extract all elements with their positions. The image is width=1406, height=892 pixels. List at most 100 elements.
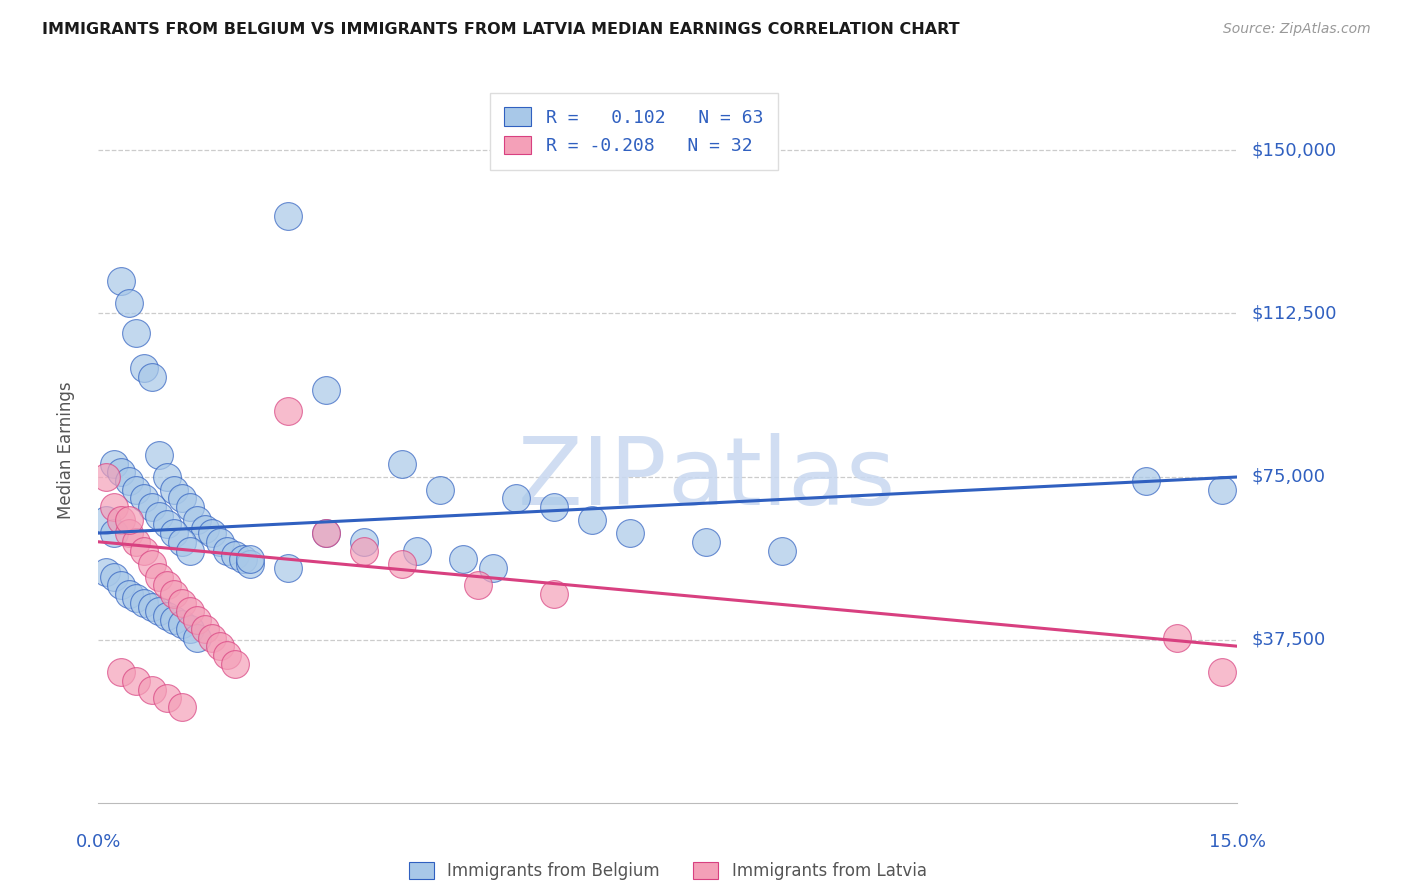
Point xyxy=(94,566,117,580)
Point xyxy=(619,526,641,541)
Point xyxy=(315,383,337,397)
Text: IMMIGRANTS FROM BELGIUM VS IMMIGRANTS FROM LATVIA MEDIAN EARNINGS CORRELATION CH: IMMIGRANTS FROM BELGIUM VS IMMIGRANTS FR… xyxy=(42,22,960,37)
Point xyxy=(148,508,170,523)
Point xyxy=(451,552,474,566)
Point xyxy=(201,526,224,541)
Point xyxy=(179,604,201,618)
Point xyxy=(103,500,125,514)
Text: $75,000: $75,000 xyxy=(1251,467,1326,485)
Point xyxy=(118,587,141,601)
Point xyxy=(1135,474,1157,488)
Point xyxy=(277,404,299,418)
Point xyxy=(118,474,141,488)
Point xyxy=(315,526,337,541)
Point xyxy=(217,648,239,662)
Point xyxy=(201,631,224,645)
Point xyxy=(125,673,148,688)
Point xyxy=(141,600,163,615)
Point xyxy=(239,552,262,566)
Point xyxy=(208,639,231,653)
Point xyxy=(277,209,299,223)
Point xyxy=(1211,665,1233,680)
Point xyxy=(179,622,201,636)
Point xyxy=(1166,631,1188,645)
Point xyxy=(543,587,565,601)
Point xyxy=(770,543,793,558)
Point xyxy=(163,483,186,497)
Point xyxy=(239,557,262,571)
Point xyxy=(125,591,148,606)
Point xyxy=(315,526,337,541)
Point xyxy=(194,622,217,636)
Point xyxy=(224,657,246,671)
Text: $150,000: $150,000 xyxy=(1251,141,1336,160)
Point xyxy=(179,543,201,558)
Point xyxy=(156,469,179,483)
Point xyxy=(156,578,179,592)
Point xyxy=(103,457,125,471)
Point xyxy=(194,522,217,536)
Point xyxy=(179,500,201,514)
Text: $112,500: $112,500 xyxy=(1251,304,1337,322)
Text: $37,500: $37,500 xyxy=(1251,631,1326,648)
Point xyxy=(1211,483,1233,497)
Text: atlas: atlas xyxy=(668,433,896,524)
Point xyxy=(186,613,208,627)
Point xyxy=(141,369,163,384)
Point xyxy=(110,578,132,592)
Point xyxy=(141,557,163,571)
Point xyxy=(110,665,132,680)
Point xyxy=(141,682,163,697)
Point xyxy=(118,526,141,541)
Point xyxy=(156,691,179,706)
Point xyxy=(125,534,148,549)
Point xyxy=(132,596,155,610)
Point xyxy=(132,543,155,558)
Point xyxy=(695,534,717,549)
Point xyxy=(103,569,125,583)
Point xyxy=(391,457,413,471)
Point xyxy=(505,491,527,506)
Point xyxy=(125,483,148,497)
Point xyxy=(125,326,148,340)
Point xyxy=(110,513,132,527)
Point xyxy=(148,569,170,583)
Text: 0.0%: 0.0% xyxy=(76,833,121,851)
Point xyxy=(467,578,489,592)
Point xyxy=(156,517,179,532)
Point xyxy=(118,295,141,310)
Point xyxy=(170,534,193,549)
Point xyxy=(186,631,208,645)
Point xyxy=(148,604,170,618)
Point xyxy=(110,274,132,288)
Point xyxy=(353,543,375,558)
Point xyxy=(118,513,141,527)
Text: 15.0%: 15.0% xyxy=(1209,833,1265,851)
Text: ZIP: ZIP xyxy=(519,433,668,524)
Point xyxy=(163,613,186,627)
Point xyxy=(94,469,117,483)
Point xyxy=(170,596,193,610)
Point xyxy=(581,513,603,527)
Point xyxy=(406,543,429,558)
Point xyxy=(94,513,117,527)
Point xyxy=(148,448,170,462)
Point xyxy=(429,483,451,497)
Point xyxy=(163,587,186,601)
Point xyxy=(170,617,193,632)
Point xyxy=(482,561,505,575)
Point xyxy=(163,526,186,541)
Point xyxy=(208,534,231,549)
Point xyxy=(103,526,125,541)
Legend: R =   0.102   N = 63, R = -0.208   N = 32: R = 0.102 N = 63, R = -0.208 N = 32 xyxy=(489,93,778,169)
Y-axis label: Median Earnings: Median Earnings xyxy=(56,382,75,519)
Point xyxy=(132,491,155,506)
Text: Source: ZipAtlas.com: Source: ZipAtlas.com xyxy=(1223,22,1371,37)
Point xyxy=(170,491,193,506)
Point xyxy=(543,500,565,514)
Point xyxy=(224,548,246,562)
Point xyxy=(156,608,179,623)
Point xyxy=(110,465,132,479)
Point xyxy=(391,557,413,571)
Point xyxy=(186,513,208,527)
